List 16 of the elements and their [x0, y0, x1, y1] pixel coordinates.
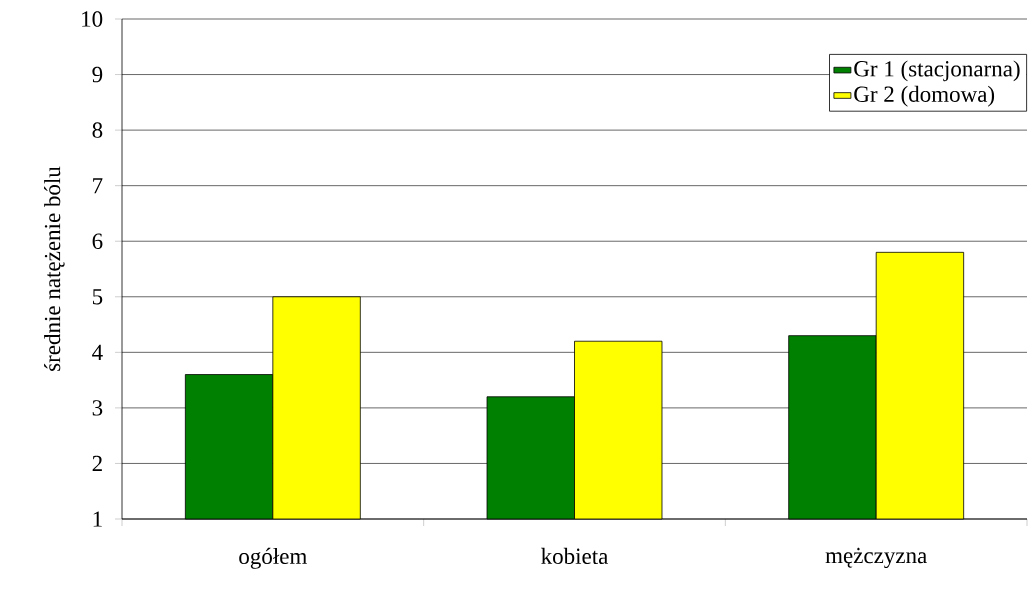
x-tick-label: mężczyzna: [825, 547, 927, 569]
legend-label: Gr 1 (stacjonarna): [854, 60, 1020, 82]
legend-label: Gr 2 (domowa): [854, 85, 995, 107]
y-axis-title: średnie natężenie bólu: [44, 166, 65, 371]
x-tick-label: kobieta: [541, 547, 609, 565]
y-tick-label: 9: [92, 66, 103, 83]
y-tick-label: 3: [92, 400, 103, 416]
y-tick-label: 7: [93, 178, 103, 194]
y-tick-label: 6: [92, 233, 103, 249]
y-tick-label: 5: [92, 289, 103, 305]
x-tick-label: ogółem: [239, 547, 307, 569]
y-tick-label: 4: [92, 344, 103, 360]
y-tick-label: 1: [93, 511, 102, 527]
y-tick-label: 2: [92, 455, 102, 472]
y-tick-label: 10: [82, 11, 103, 27]
y-tick-label: 8: [92, 122, 103, 138]
